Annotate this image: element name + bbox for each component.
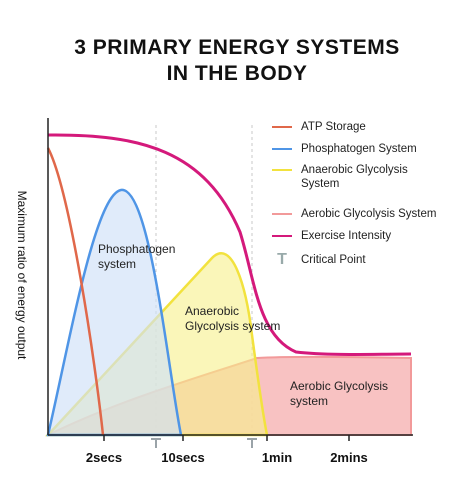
- x-tick-label: 2secs: [86, 450, 122, 465]
- legend-swatch: [272, 169, 292, 171]
- legend-item-aerobic: Aerobic Glycolysis System: [272, 207, 436, 221]
- x-tick-label: 10secs: [161, 450, 204, 465]
- legend-item-critical-point: T Critical Point: [272, 251, 366, 268]
- critical-point-t-icon: T: [277, 251, 287, 268]
- legend-label: Phosphatogen System: [301, 143, 417, 155]
- chart-title-line2: IN THE BODY: [166, 62, 308, 85]
- critical-point-icon: [247, 438, 257, 448]
- legend-item-exercise-intensity: Exercise Intensity: [272, 229, 391, 243]
- phosphatogen-area-label-line2: system: [98, 257, 136, 271]
- aerobic-area-label-line2: system: [290, 394, 328, 408]
- series-atp-storage-line: [46, 147, 105, 436]
- phosphatogen-area-label-line1: Phosphatogen: [98, 242, 175, 256]
- legend-item-phosphatogen: Phosphatogen System: [272, 142, 417, 156]
- legend-item-atp-storage: ATP Storage: [272, 120, 366, 134]
- chart-title-line1: 3 PRIMARY ENERGY SYSTEMS: [74, 36, 400, 59]
- critical-point-icon: [151, 438, 161, 448]
- legend-swatch: [272, 126, 292, 128]
- legend-swatch: [272, 235, 292, 237]
- legend-label: ATP Storage: [301, 121, 366, 133]
- x-tick-label: 2mins: [330, 450, 368, 465]
- series-phosphatogen-area: [46, 188, 183, 437]
- legend-swatch: [272, 148, 292, 150]
- legend-swatch: [272, 213, 292, 215]
- anaerobic-area-label-line2: Glycolysis system: [185, 319, 280, 333]
- legend-label: Anaerobic Glycolysis System: [301, 164, 408, 190]
- legend-label: Exercise Intensity: [301, 230, 392, 242]
- x-tick-label: 1min: [262, 450, 292, 465]
- series-exercise-intensity-line: [47, 133, 412, 356]
- anaerobic-area-label-line1: Anaerobic: [185, 304, 239, 318]
- legend-label: Critical Point: [301, 254, 366, 266]
- aerobic-area-label-line1: Aerobic Glycolysis: [290, 379, 388, 393]
- legend-item-anaerobic: Anaerobic Glycolysis System: [272, 163, 447, 191]
- legend-label: Aerobic Glycolysis System: [301, 208, 437, 220]
